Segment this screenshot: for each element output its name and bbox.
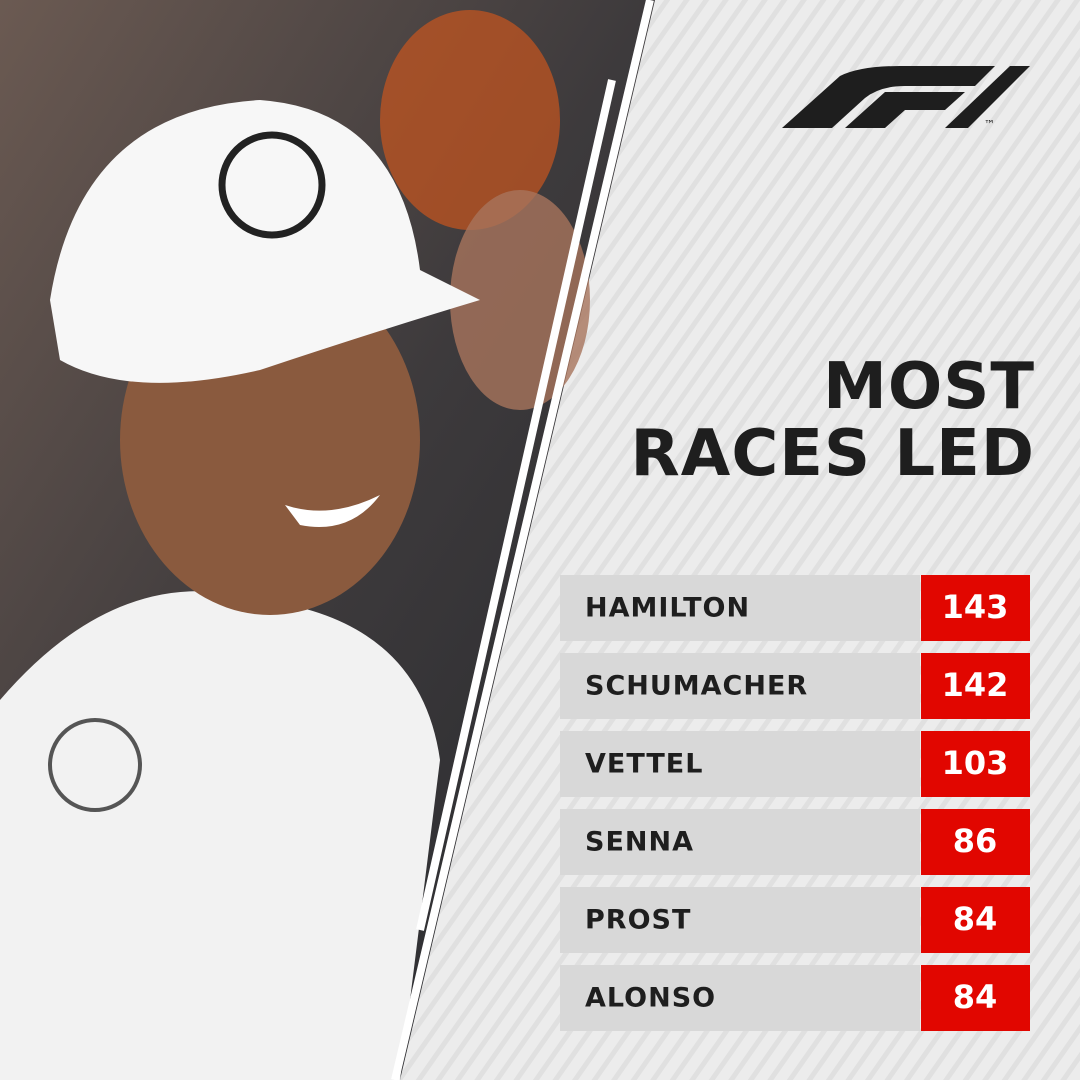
title-line: MOST: [823, 350, 1035, 424]
driver-name: ALONSO: [585, 983, 716, 1014]
trademark: ™: [984, 118, 995, 131]
value-cell: [921, 965, 1030, 1031]
f1-logo: ™: [782, 66, 1030, 131]
driver-name: HAMILTON: [585, 593, 750, 624]
races-led: 84: [953, 978, 998, 1016]
driver-name: SCHUMACHER: [585, 671, 808, 702]
name-cell: [560, 731, 920, 797]
name-cell: [560, 575, 920, 641]
races-led: 84: [953, 900, 998, 938]
races-led: 86: [953, 822, 998, 860]
driver-name: PROST: [585, 905, 691, 936]
divider: [391, 0, 654, 1080]
driver-name: VETTEL: [585, 749, 703, 780]
title-line: RACES LED: [631, 417, 1036, 491]
name-cell: [560, 809, 920, 875]
races-led: 143: [942, 588, 1009, 626]
value-cell: [921, 887, 1030, 953]
name-cell: [560, 653, 920, 719]
photo: [0, 0, 655, 1080]
name-cell: [560, 887, 920, 953]
table: HAMILTON 143 SCHUMACHER 142 VETTEL 103 SENNA 86…: [560, 575, 1030, 1031]
value-cell: [921, 575, 1030, 641]
value-cell: [921, 653, 1030, 719]
races-led: 103: [942, 744, 1009, 782]
driver-name: SENNA: [585, 827, 694, 858]
divider: [416, 79, 616, 931]
races-led: 142: [942, 666, 1009, 704]
name-cell: [560, 965, 920, 1031]
value-cell: [921, 731, 1030, 797]
value-cell: [921, 809, 1030, 875]
